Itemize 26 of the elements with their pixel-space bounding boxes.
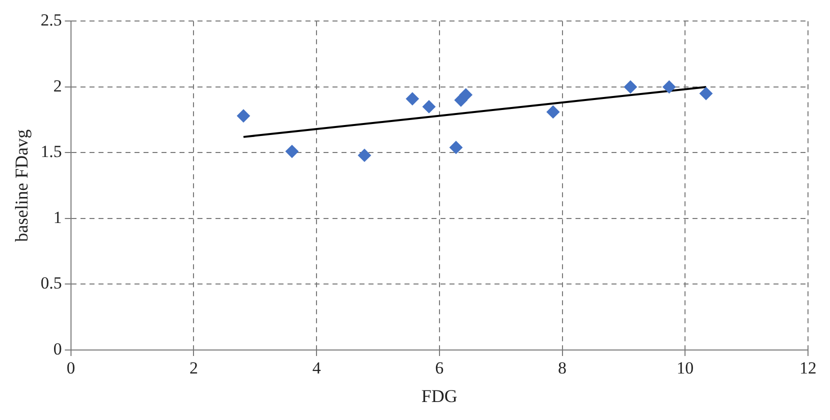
- y-tick-label: 1: [53, 208, 62, 227]
- x-axis-title: FDG: [421, 386, 458, 406]
- y-tick-label: 2: [53, 76, 62, 96]
- y-tick-label: 2.5: [40, 10, 62, 30]
- point: [422, 100, 436, 114]
- point: [624, 80, 637, 94]
- point: [662, 80, 676, 94]
- x-tick-label: 6: [435, 358, 444, 378]
- point: [406, 92, 419, 106]
- x-tick-label: 12: [800, 358, 816, 378]
- point: [285, 144, 298, 158]
- x-tick-label: 8: [558, 358, 567, 378]
- x-tick-label: 0: [66, 358, 76, 378]
- point: [236, 109, 250, 122]
- y-tick-label: 1.5: [40, 142, 62, 162]
- y-axis-title: baseline FDavg: [12, 129, 32, 242]
- x-tick-label: 2: [189, 358, 198, 378]
- point: [450, 140, 463, 154]
- y-tick-label: 0.5: [40, 274, 62, 293]
- point: [546, 105, 560, 118]
- point: [700, 87, 713, 100]
- y-tick-label: 0: [53, 339, 62, 358]
- x-tick-label: 10: [676, 358, 694, 378]
- point: [459, 88, 472, 102]
- point: [358, 148, 371, 162]
- x-tick-label: 4: [312, 358, 322, 378]
